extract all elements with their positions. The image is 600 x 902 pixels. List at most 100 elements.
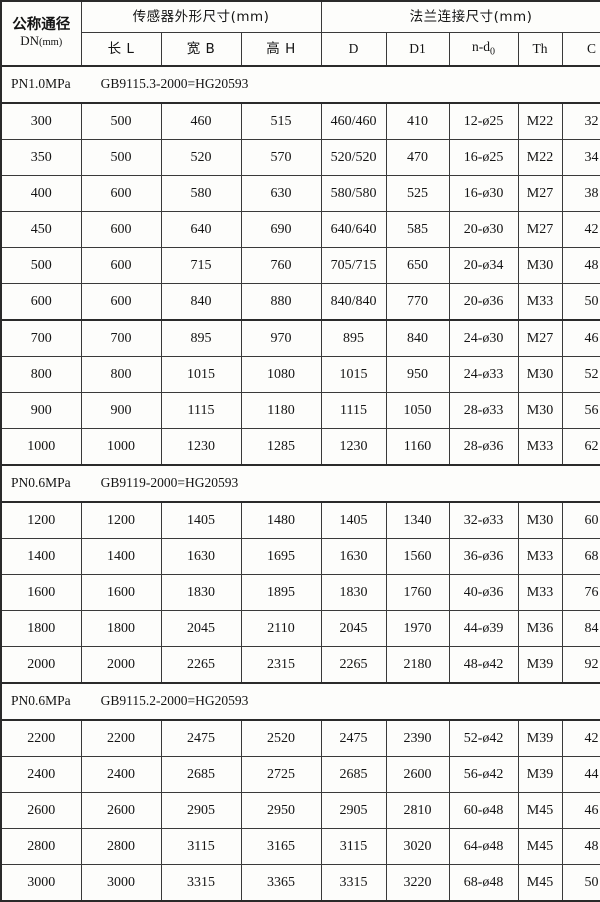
cell-c: 42: [561, 211, 600, 248]
cell-length: 1000: [80, 428, 162, 466]
cell-width: 520: [160, 139, 242, 176]
header-dn-unit: (mm): [38, 37, 63, 49]
cell-length: 500: [80, 139, 162, 176]
cell-d: 640/640: [320, 211, 387, 248]
cell-d: 580/580: [320, 175, 387, 212]
cell-bolt-holes: 68-ø48: [448, 864, 519, 902]
cell-width: 1115: [160, 392, 242, 429]
cell-bolt-holes: 20-ø30: [448, 211, 519, 248]
cell-c: 44: [561, 756, 600, 793]
cell-length: 600: [80, 283, 162, 321]
cell-d1: 770: [385, 283, 450, 321]
header-col-d: D: [320, 32, 387, 67]
cell-length: 700: [80, 319, 162, 357]
cell-th: M27: [517, 211, 563, 248]
cell-c: 60: [561, 501, 600, 539]
cell-d: 2475: [320, 719, 387, 757]
section-standard-code: GB9115.2-2000=HG20593: [100, 693, 249, 709]
cell-bolt-holes: 28-ø33: [448, 392, 519, 429]
header-nd0-subscript: 0: [490, 46, 496, 58]
cell-d1: 1760: [385, 574, 450, 611]
cell-th: M30: [517, 392, 563, 429]
cell-d: 1630: [320, 538, 387, 575]
cell-height: 2950: [240, 792, 322, 829]
cell-d1: 2600: [385, 756, 450, 793]
header-dn-line2: DN(mm): [2, 34, 81, 49]
cell-dn: 600: [0, 283, 82, 321]
cell-width: 2045: [160, 610, 242, 647]
cell-length: 1800: [80, 610, 162, 647]
cell-c: 68: [561, 538, 600, 575]
cell-c: 52: [561, 356, 600, 393]
cell-dn: 1400: [0, 538, 82, 575]
cell-c: 62: [561, 428, 600, 466]
cell-d1: 2180: [385, 646, 450, 684]
cell-width: 2905: [160, 792, 242, 829]
cell-d: 1015: [320, 356, 387, 393]
cell-dn: 2000: [0, 646, 82, 684]
cell-length: 2800: [80, 828, 162, 865]
cell-height: 1695: [240, 538, 322, 575]
cell-c: 50: [561, 864, 600, 902]
cell-dn: 2200: [0, 719, 82, 757]
cell-d1: 1970: [385, 610, 450, 647]
cell-height: 2520: [240, 719, 322, 757]
header-group-flange-dimensions: 法兰连接尺寸(mm): [320, 0, 600, 33]
cell-height: 690: [240, 211, 322, 248]
cell-width: 460: [160, 102, 242, 140]
cell-width: 1015: [160, 356, 242, 393]
cell-width: 2475: [160, 719, 242, 757]
cell-th: M45: [517, 792, 563, 829]
cell-th: M30: [517, 247, 563, 284]
cell-width: 1405: [160, 501, 242, 539]
cell-bolt-holes: 64-ø48: [448, 828, 519, 865]
header-col-c: C: [561, 32, 600, 67]
header-nominal-diameter: 公称通径 DN(mm): [0, 0, 82, 67]
cell-d1: 1340: [385, 501, 450, 539]
cell-c: 48: [561, 828, 600, 865]
cell-dn: 1800: [0, 610, 82, 647]
header-col-length: 长 L: [80, 32, 162, 67]
cell-dn: 1200: [0, 501, 82, 539]
cell-bolt-holes: 44-ø39: [448, 610, 519, 647]
cell-height: 760: [240, 247, 322, 284]
cell-th: M33: [517, 428, 563, 466]
cell-bolt-holes: 16-ø25: [448, 139, 519, 176]
cell-bolt-holes: 16-ø30: [448, 175, 519, 212]
cell-length: 2600: [80, 792, 162, 829]
cell-dn: 900: [0, 392, 82, 429]
cell-dn: 450: [0, 211, 82, 248]
cell-length: 600: [80, 247, 162, 284]
cell-bolt-holes: 52-ø42: [448, 719, 519, 757]
cell-bolt-holes: 32-ø33: [448, 501, 519, 539]
cell-height: 2110: [240, 610, 322, 647]
cell-height: 1480: [240, 501, 322, 539]
cell-c: 38: [561, 175, 600, 212]
header-col-bolt-holes: n-d0: [448, 32, 519, 67]
cell-width: 2265: [160, 646, 242, 684]
header-group-sensor-dimensions: 传感器外形尺寸(mm): [80, 0, 322, 33]
section-pressure-rating: PN1.0MPa: [11, 76, 71, 92]
cell-th: M22: [517, 102, 563, 140]
cell-bolt-holes: 36-ø36: [448, 538, 519, 575]
cell-dn: 700: [0, 319, 82, 357]
cell-th: M27: [517, 319, 563, 357]
cell-d: 3115: [320, 828, 387, 865]
section-pressure-rating: PN0.6MPa: [11, 475, 71, 491]
cell-th: M39: [517, 756, 563, 793]
cell-width: 3315: [160, 864, 242, 902]
cell-height: 630: [240, 175, 322, 212]
header-row-groups: 公称通径 DN(mm) 传感器外形尺寸(mm) 法兰连接尺寸(mm) 重量 (K…: [0, 0, 600, 67]
